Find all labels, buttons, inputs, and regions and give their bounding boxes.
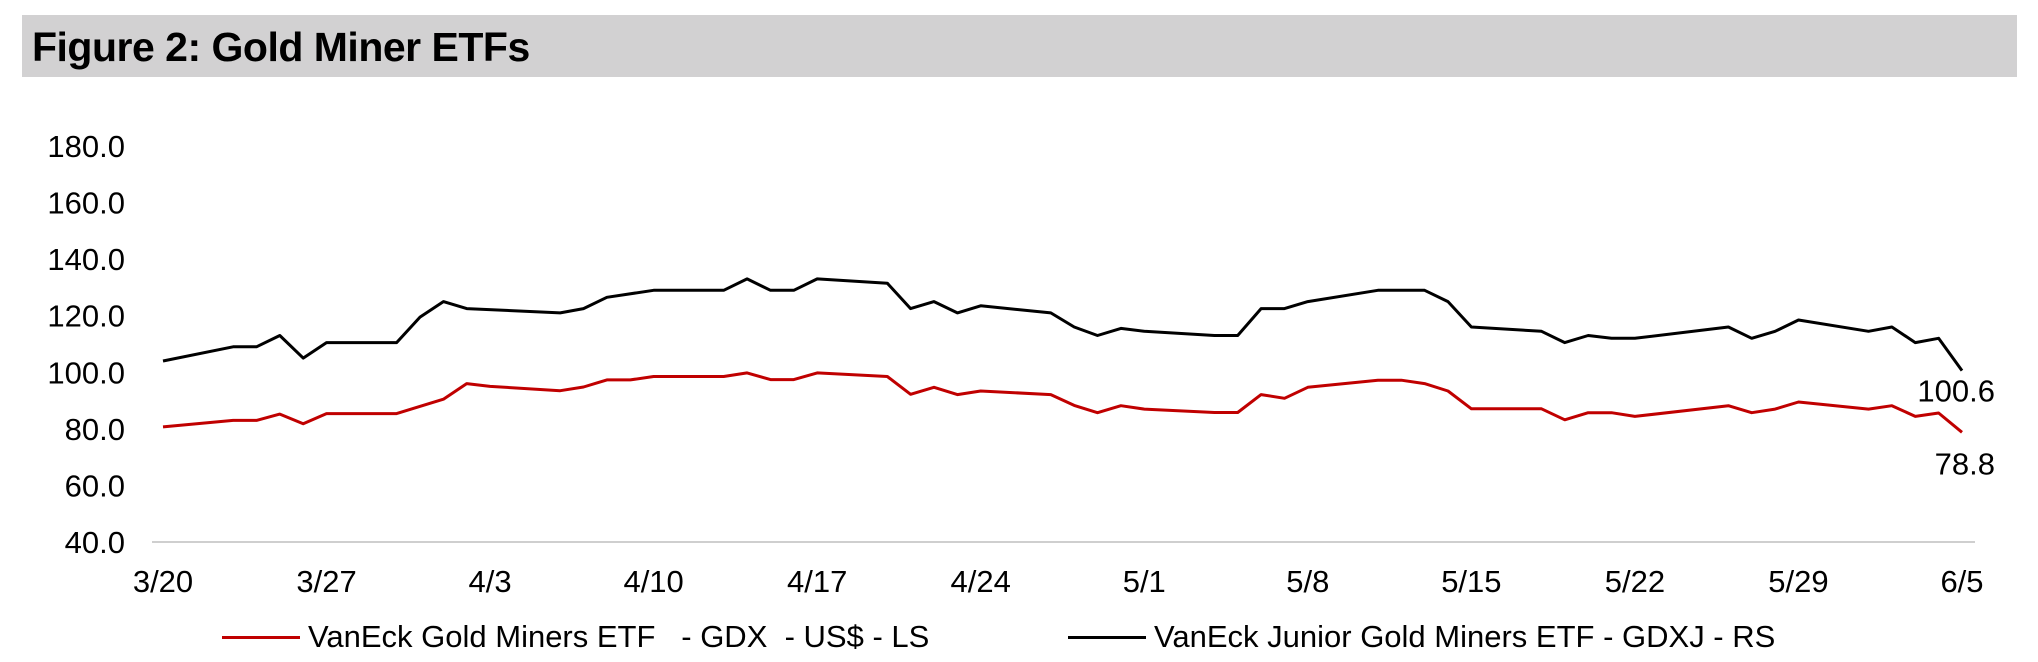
data-label-gdx-end: 78.8 — [1935, 446, 1995, 481]
legend-label-gdx: VanEck Gold Miners ETF - GDX - US$ - LS — [308, 619, 930, 654]
chart-title: Figure 2: Gold Miner ETFs — [32, 24, 530, 70]
y-tick-label: 40.0 — [65, 525, 125, 560]
y-tick-label: 80.0 — [65, 412, 125, 447]
x-tick-label: 4/24 — [951, 564, 1011, 599]
x-tick-label: 5/1 — [1123, 564, 1166, 599]
legend-swatch-gdx — [222, 635, 300, 639]
y-tick-label: 160.0 — [47, 186, 125, 221]
x-tick-label: 5/29 — [1768, 564, 1828, 599]
series-line-gdx — [162, 371, 1963, 434]
x-tick-label: 3/27 — [296, 564, 356, 599]
x-tick-label: 3/20 — [133, 564, 193, 599]
y-tick-label: 140.0 — [47, 242, 125, 277]
x-tick-label: 4/10 — [623, 564, 683, 599]
data-label-gdxj-end: 100.6 — [1917, 374, 1995, 409]
legend-swatch-gdxj — [1068, 635, 1146, 639]
y-tick-label: 100.0 — [47, 355, 125, 390]
x-tick-label: 5/15 — [1441, 564, 1501, 599]
x-tick-label: 5/8 — [1286, 564, 1329, 599]
series-line-gdxj — [162, 277, 1964, 372]
x-tick-label: 5/22 — [1605, 564, 1665, 599]
x-tick-label: 4/3 — [469, 564, 512, 599]
title-bar: Figure 2: Gold Miner ETFs — [22, 15, 2017, 77]
x-tick-label: 6/5 — [1940, 564, 1983, 599]
x-tick-label: 4/17 — [787, 564, 847, 599]
y-tick-label: 60.0 — [65, 468, 125, 503]
legend-item-gdx: VanEck Gold Miners ETF - GDX - US$ - LS — [222, 619, 929, 655]
y-tick-label: 180.0 — [47, 129, 125, 164]
legend-label-gdxj: VanEck Junior Gold Miners ETF - GDXJ - R… — [1154, 619, 1776, 654]
y-tick-label: 120.0 — [47, 299, 125, 334]
legend-item-gdxj: VanEck Junior Gold Miners ETF - GDXJ - R… — [1068, 619, 1775, 655]
